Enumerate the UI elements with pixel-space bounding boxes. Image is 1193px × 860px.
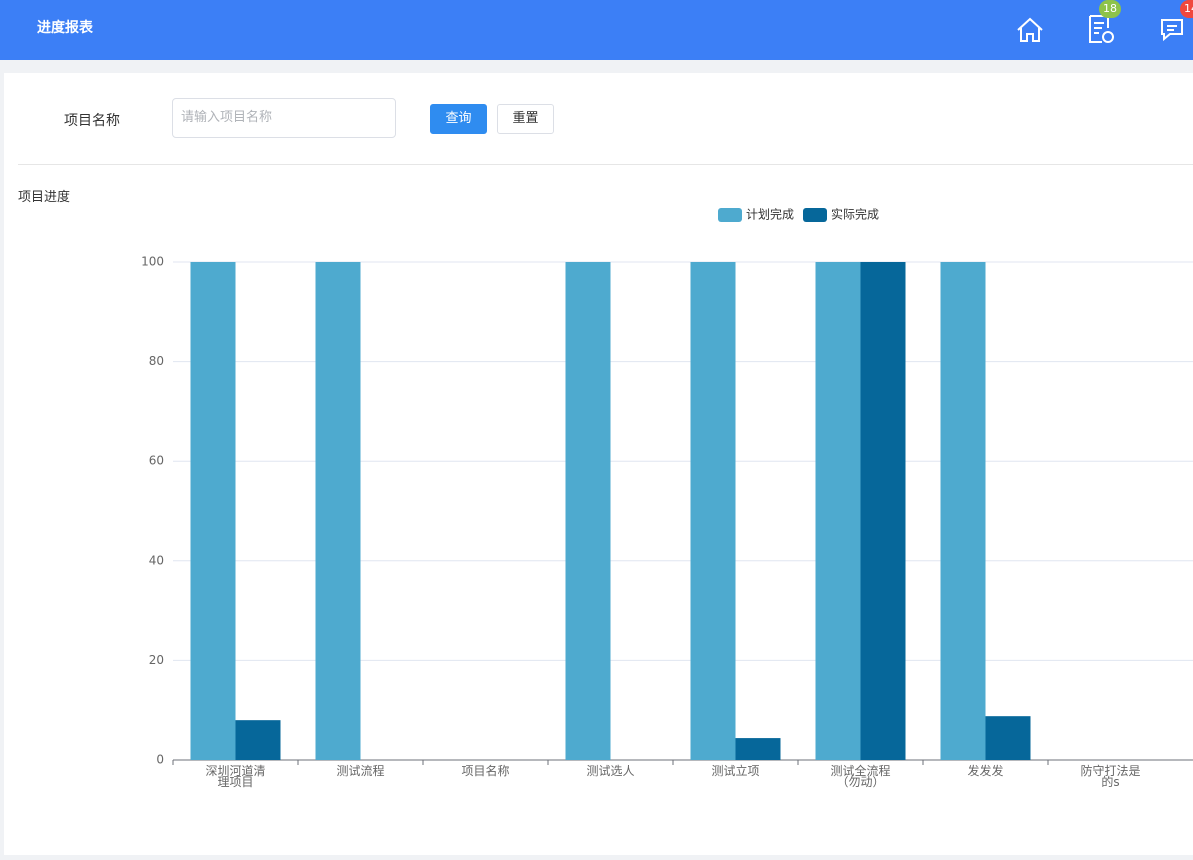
- form-label: 项目名称: [64, 113, 120, 129]
- page-title: 进度报表: [37, 20, 93, 36]
- home-icon[interactable]: [1010, 10, 1050, 50]
- bar: [985, 716, 1031, 760]
- y-tick-label: 20: [149, 653, 164, 667]
- search-button[interactable]: 查询: [430, 104, 487, 134]
- legend-swatch: [803, 208, 827, 222]
- legend-label: 实际完成: [831, 207, 879, 222]
- bar: [565, 262, 611, 760]
- x-tick-label: 项目名称: [461, 764, 510, 778]
- section-title: 项目进度: [18, 190, 71, 205]
- x-tick-label: 发发发: [967, 764, 1004, 778]
- divider: [18, 164, 1193, 165]
- bar: [860, 262, 906, 760]
- x-tick-label: 测试立项: [711, 764, 760, 778]
- y-tick-label: 40: [149, 553, 164, 567]
- y-tick-label: 80: [149, 354, 164, 368]
- bar: [940, 262, 986, 760]
- legend-label: 计划完成: [746, 207, 794, 222]
- bar: [735, 738, 781, 760]
- reset-button[interactable]: 重置: [497, 104, 554, 134]
- badge: 14: [1180, 0, 1193, 18]
- y-tick-label: 60: [149, 454, 164, 468]
- bar: [815, 262, 861, 760]
- x-tick-label: 深圳河道清理项目: [205, 764, 266, 789]
- bar: [190, 262, 236, 760]
- x-tick-label: 测试选人: [586, 764, 635, 778]
- x-tick-label: 测试流程: [336, 764, 385, 778]
- top-bar: 进度报表 18 14: [0, 0, 1193, 60]
- bar: [315, 262, 361, 760]
- x-tick-label: 测试全流程（勿动）: [830, 764, 891, 789]
- y-tick-label: 0: [156, 753, 164, 767]
- bar: [235, 720, 281, 760]
- bar: [690, 262, 736, 760]
- message-icon[interactable]: [1158, 14, 1188, 44]
- badge: 18: [1099, 0, 1121, 18]
- legend-swatch: [718, 208, 742, 222]
- x-tick-label: 防守打法是的s: [1080, 764, 1141, 789]
- report-icon[interactable]: [1086, 12, 1120, 46]
- y-tick-label: 100: [141, 255, 164, 269]
- name-input[interactable]: 请输入项目名称: [172, 98, 396, 138]
